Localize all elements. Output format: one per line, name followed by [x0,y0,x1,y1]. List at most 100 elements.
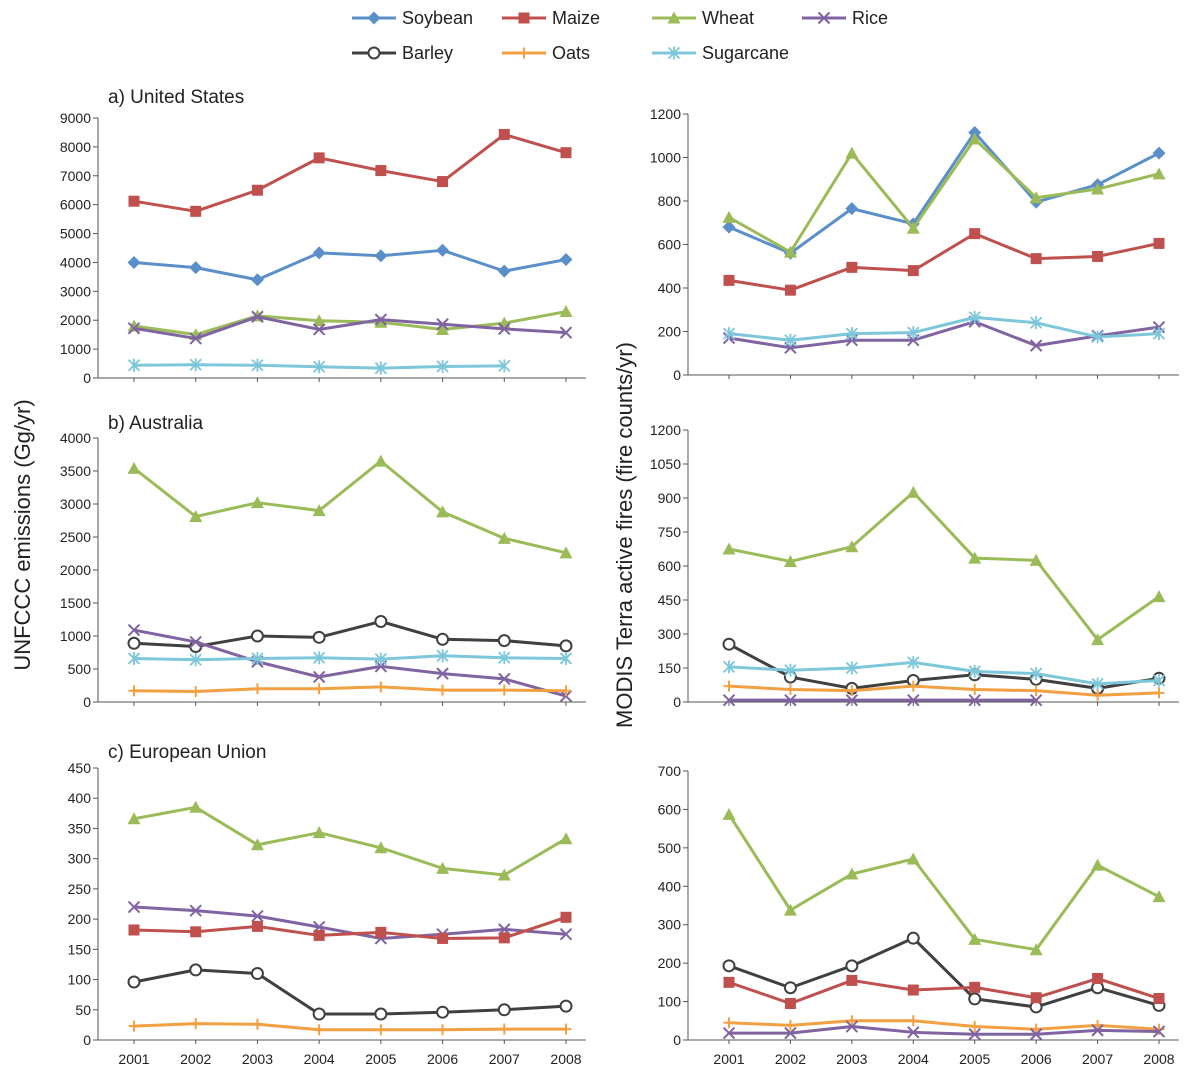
series-line [133,685,567,693]
data-point [968,693,981,707]
data-point [498,651,511,665]
data-point [127,322,141,335]
data-point [436,359,449,373]
data-point [1091,633,1105,646]
series-line [133,1022,566,1032]
data-point [907,655,920,669]
data-point [251,184,263,196]
data-point [312,1007,326,1021]
legend-item-wheat: Wheat [652,8,754,28]
data-point [250,967,264,981]
series-line [728,130,1160,255]
legend-marker [817,11,831,25]
data-point [1029,339,1043,352]
data-point [127,636,141,650]
y-tick-label: 300 [68,851,92,867]
data-point [722,693,736,707]
data-point [723,976,735,988]
series-maize [128,911,572,944]
y-tick-label: 150 [68,941,92,957]
data-point [559,999,573,1013]
y-tick-label: 3000 [60,496,91,512]
data-point [251,683,263,695]
data-point [1029,693,1043,707]
y-tick-label: 1500 [60,595,91,611]
data-point [969,228,981,240]
data-point [968,664,981,678]
series-oats [128,1018,572,1036]
y-tick-label: 1000 [60,341,91,357]
x-tick-label: 2006 [1021,1051,1052,1067]
x-tick-label: 2002 [775,1051,806,1067]
data-point [968,992,982,1006]
legend-item-soybean: Soybean [352,8,473,28]
data-point [559,305,573,318]
y-tick-label: 7000 [60,168,91,184]
panel-title: a) United States [108,87,244,108]
data-point [846,685,858,697]
y-tick-label: 2500 [60,529,91,545]
data-point [312,504,326,517]
y-tick-label: 5000 [60,226,91,242]
data-point [127,358,141,372]
legend: Soybean Maize Wheat Rice Barley Oats Sugarcane [352,8,888,63]
series-line [133,968,567,1016]
y-tick-label: 700 [658,763,682,779]
data-point [127,623,141,637]
data-point [559,326,573,339]
data-point [128,685,140,697]
data-point [560,685,572,697]
data-point [722,210,736,223]
data-point [189,904,202,917]
data-point [190,205,202,217]
data-point [127,651,141,665]
data-point [436,322,450,335]
series-maize [723,228,1165,296]
data-point [722,1026,736,1040]
data-point [190,926,202,938]
x-tick-label: 2003 [242,1051,273,1067]
data-point [784,684,796,696]
series-soybean [127,243,573,287]
legend-item-maize: Maize [502,8,600,28]
data-point [783,903,797,916]
data-point [560,1023,572,1035]
chart-panels: a) United States010002000300040005000600… [60,87,1179,1067]
y-tick-label: 2000 [60,312,91,328]
data-point [190,685,202,697]
series-line [728,684,1160,697]
x-tick-label: 2004 [898,1051,929,1067]
data-point [968,125,982,139]
y-tick-label: 200 [658,955,682,971]
y-tick-label: 1200 [650,106,681,122]
data-point [845,959,859,973]
data-point [1153,687,1165,699]
data-point [559,639,573,653]
y-tick-label: 100 [68,972,92,988]
x-tick-label: 2002 [180,1051,211,1067]
data-point [498,932,510,944]
y-tick-label: 50 [75,1002,91,1018]
data-point [251,358,264,372]
chart-au-modis: 0 150 300 450 600 750 900 1050 1200 [650,422,1179,710]
data-point [436,667,449,680]
y-tick-label: 6000 [60,197,91,213]
legend-marker [367,11,381,25]
series-line [133,654,567,662]
data-point [374,315,388,328]
data-point [907,265,919,277]
data-point [845,202,859,216]
data-point [436,861,450,874]
data-point [907,1026,920,1039]
data-point [1091,1024,1104,1037]
legend-label: Soybean [402,8,473,28]
data-point [1091,858,1105,871]
series-line [728,315,1160,342]
series-wheat [722,807,1166,956]
data-point [437,932,449,944]
data-point [1091,677,1104,691]
data-point [723,1017,735,1029]
data-point [374,313,388,326]
data-point [723,274,735,286]
